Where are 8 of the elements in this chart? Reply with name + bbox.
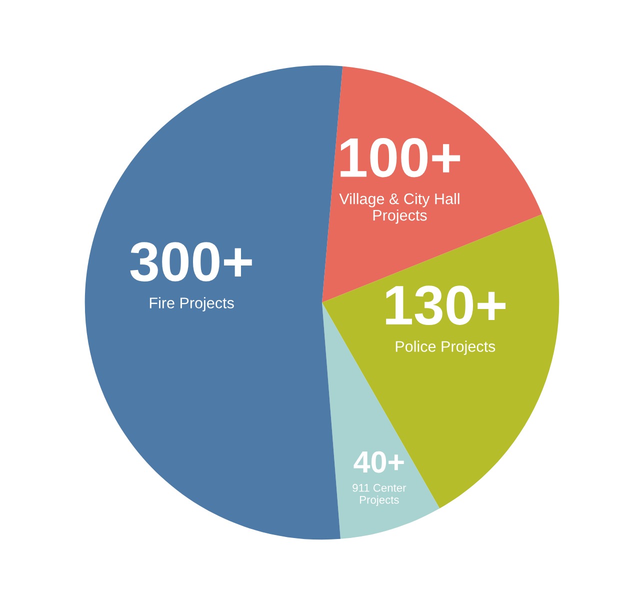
data-label: 130+: [386, 286, 506, 326]
slice-label: Fire Projects: [150, 297, 234, 312]
data-label: 40+: [354, 451, 404, 473]
data-label: 100+: [340, 138, 460, 178]
data-label: 300+: [130, 242, 252, 282]
slice-label: Village & City Hall Projects: [339, 193, 460, 224]
slice-label: Police Projects: [396, 340, 496, 355]
slice-label: 911 Center Projects: [352, 484, 406, 506]
